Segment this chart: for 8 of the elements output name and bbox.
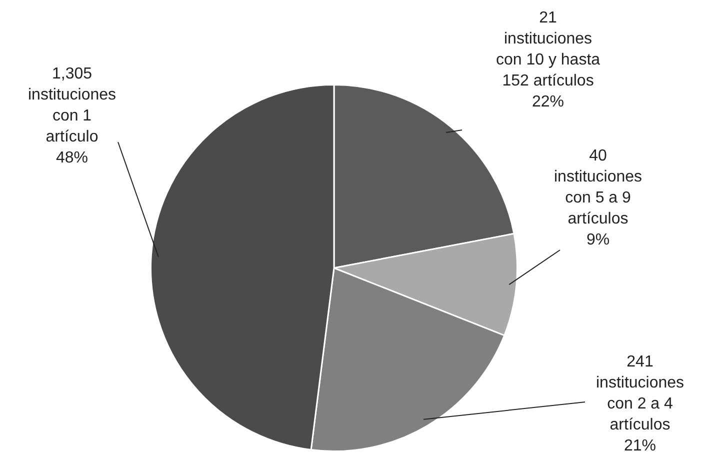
slice-label: 241 instituciones con 2 a 4 artículos [596,353,684,434]
slice-label: 21 instituciones con 10 y hasta 152 artículos [496,9,600,90]
slice-label: 40 instituciones con 5 a 9 artículos [554,147,642,228]
data-label: 21% [624,437,656,454]
data-label: 22% [532,93,564,110]
slice-label: 1,305 instituciones con 1 artículo [28,65,116,146]
data-label: 9% [586,231,610,248]
data-label: 48% [56,149,88,166]
